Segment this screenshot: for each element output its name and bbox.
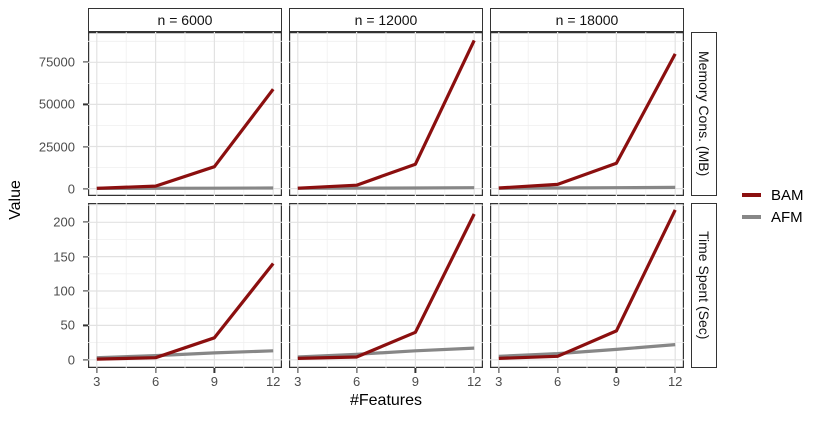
facet-strip-memory: Memory Cons. (MB)	[691, 32, 717, 196]
facet-strip-label: Memory Cons. (MB)	[696, 51, 712, 177]
afm-line-swatch	[742, 215, 761, 219]
facet-strip-label: n = 12000	[354, 12, 418, 28]
panel-memory-n6000	[88, 32, 282, 196]
x-axis-title: #Features	[349, 392, 423, 409]
bam-line-swatch	[742, 193, 761, 197]
legend: BAM AFM	[742, 184, 804, 228]
y-axis-ticks-memory: 0 25000 50000 75000	[0, 32, 88, 196]
facet-strip-label: n = 6000	[157, 12, 213, 28]
facet-strip-label: Time Spent (Sec)	[696, 231, 712, 340]
facet-strip-n18000: n = 18000	[490, 8, 684, 32]
panel-time-n18000	[490, 203, 684, 368]
x-axis-ticks-col2: 3 6 9 12	[289, 368, 483, 390]
panel-time-n6000	[88, 203, 282, 368]
legend-label-bam: BAM	[771, 186, 804, 204]
y-axis-ticks-time: 0 50 100 150 200	[0, 203, 88, 368]
panel-memory-n12000	[289, 32, 483, 196]
panel-memory-n18000	[490, 32, 684, 196]
x-axis-ticks-col1: 3 6 9 12	[88, 368, 282, 390]
facet-strip-n12000: n = 12000	[289, 8, 483, 32]
facet-strip-time: Time Spent (Sec)	[691, 203, 717, 368]
panel-time-n12000	[289, 203, 483, 368]
legend-item-bam: BAM	[742, 184, 804, 206]
legend-item-afm: AFM	[742, 206, 804, 228]
x-axis-ticks-col3: 3 6 9 12	[490, 368, 684, 390]
facet-strip-n6000: n = 6000	[88, 8, 282, 32]
legend-label-afm: AFM	[771, 208, 803, 226]
facet-strip-label: n = 18000	[555, 12, 619, 28]
